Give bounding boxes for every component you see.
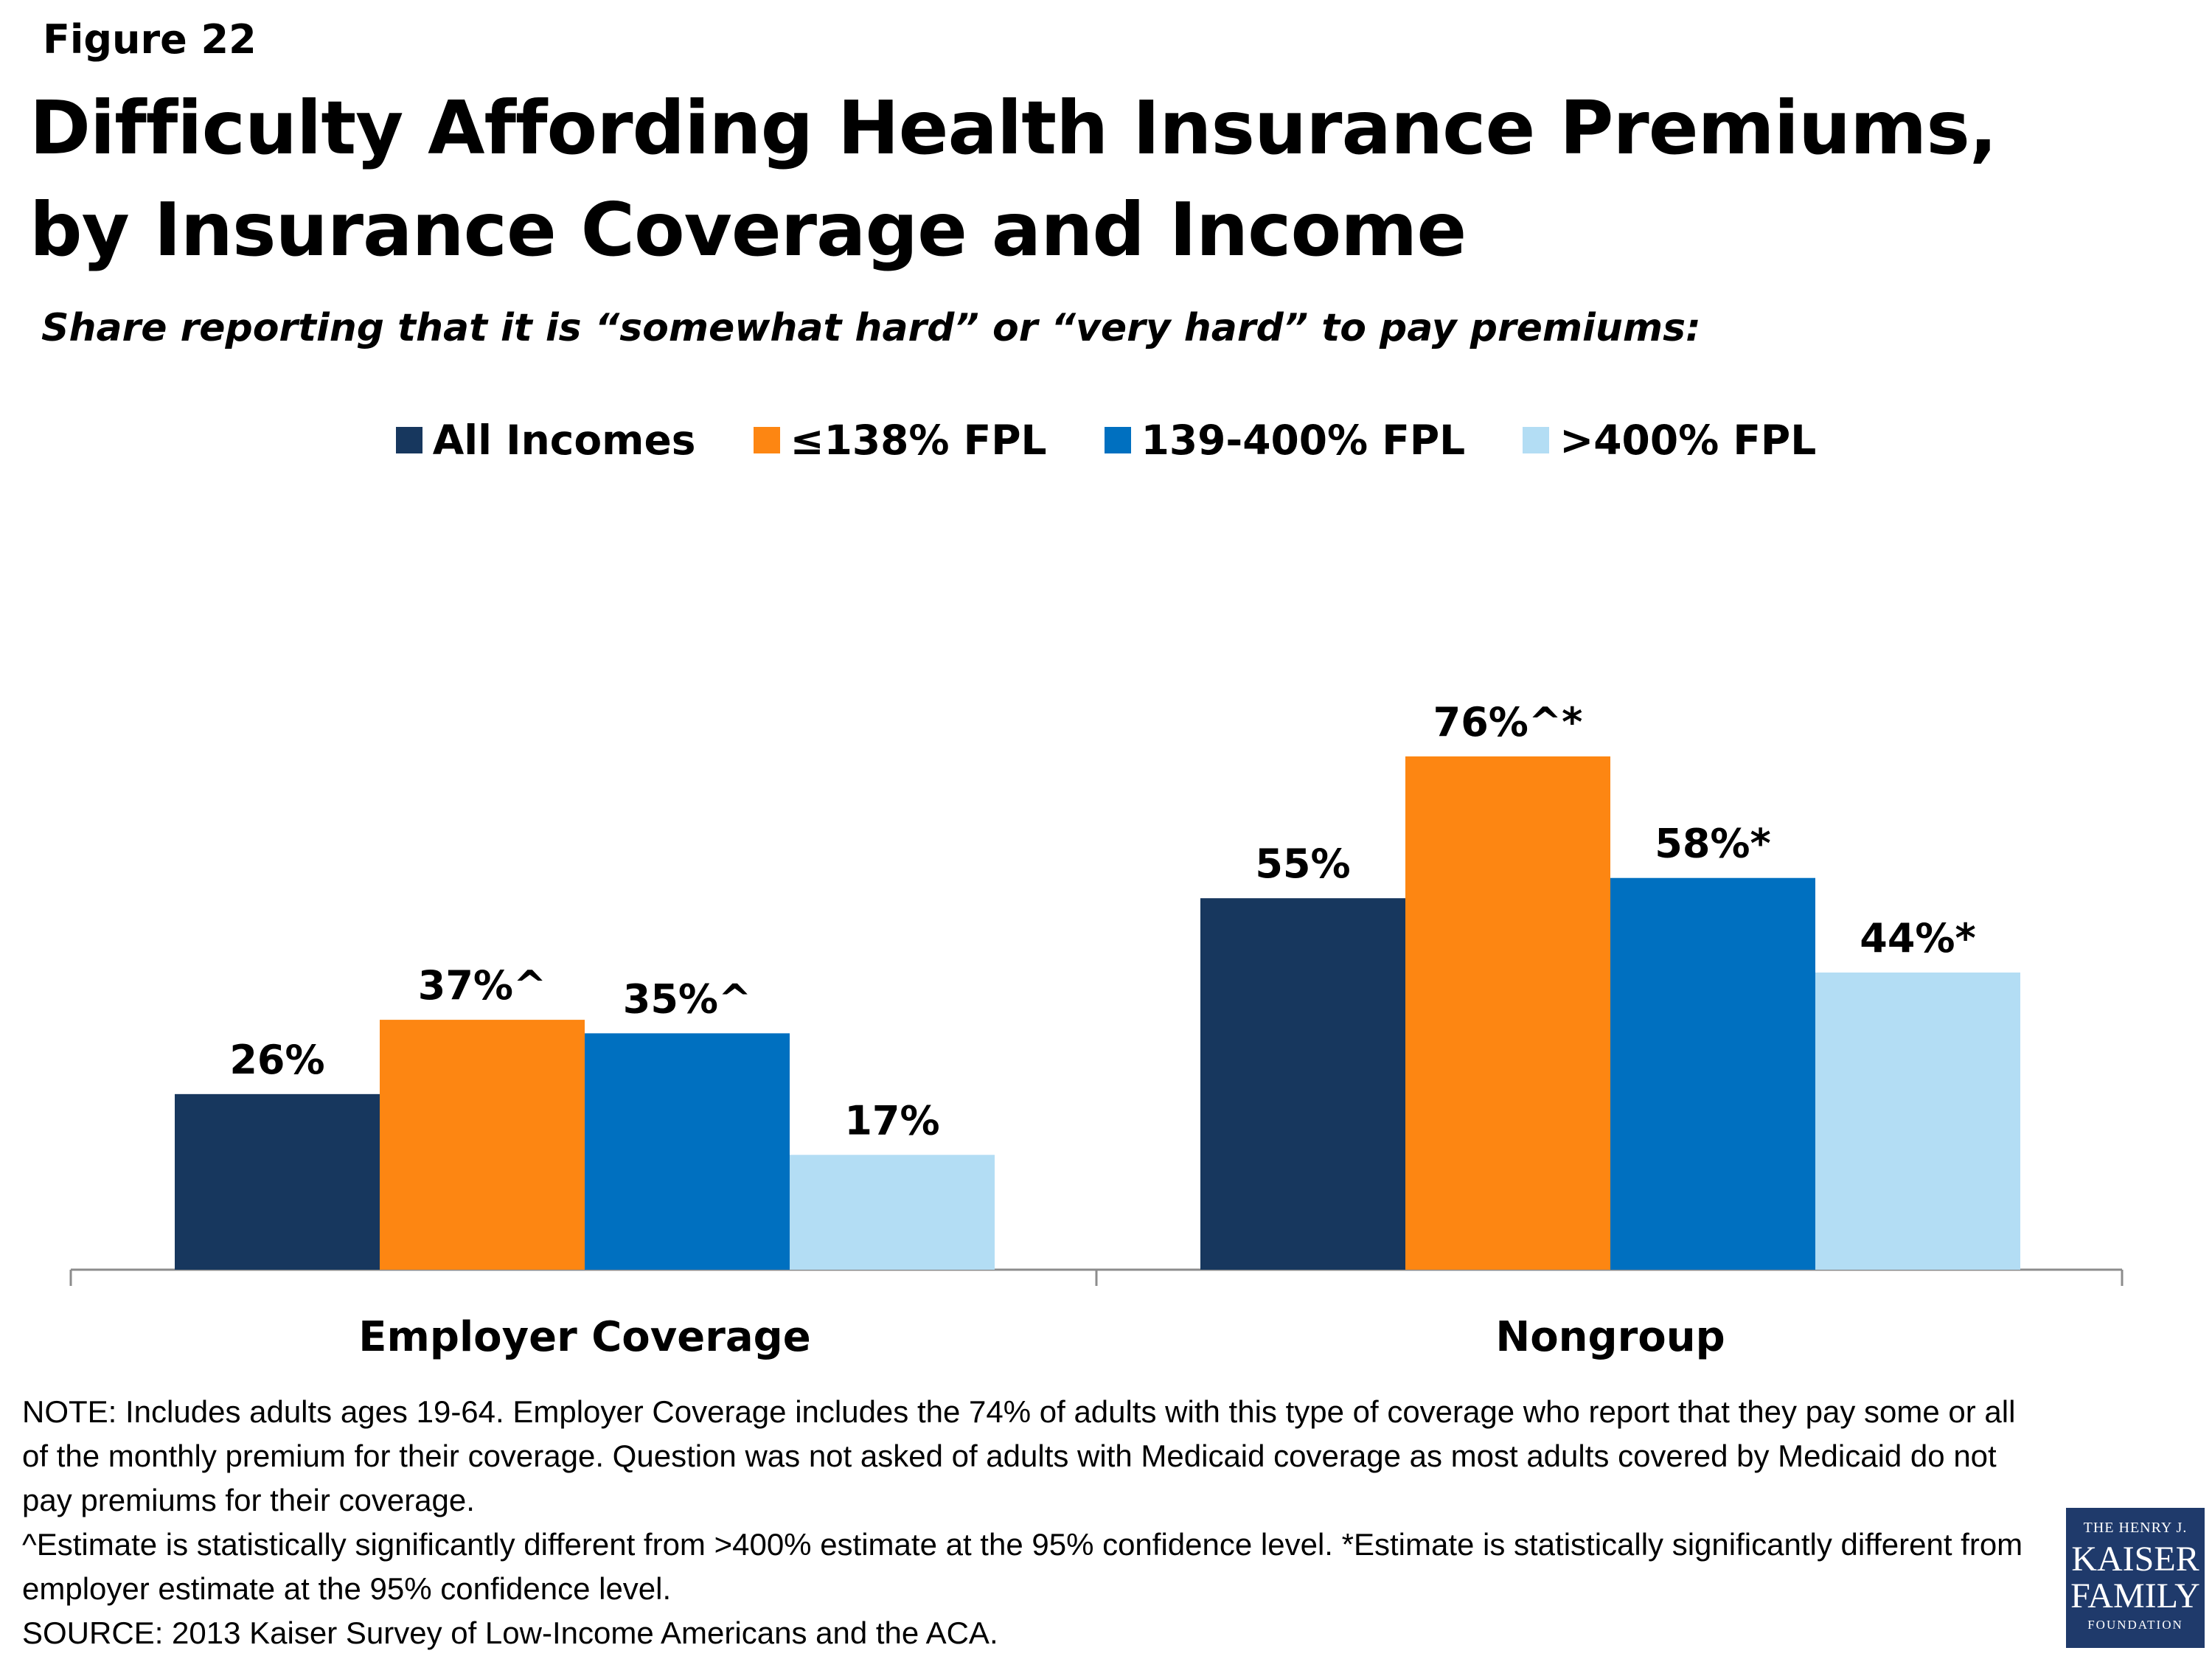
legend-item-400-fpl: >400% FPL: [1523, 417, 1816, 464]
data-label: 76%^*: [1433, 699, 1583, 745]
legend-item-138-fpl: ≤138% FPL: [753, 417, 1047, 464]
logo-line: KAISER: [2071, 1540, 2199, 1579]
bar: [1815, 972, 2020, 1270]
legend-label: 139-400% FPL: [1141, 417, 1466, 464]
data-label: 35%^: [623, 975, 752, 1022]
kaiser-family-foundation-logo: THE HENRY J. KAISER FAMILY FOUNDATION: [2066, 1508, 2205, 1648]
legend-label: ≤138% FPL: [790, 417, 1047, 464]
significance-note: ^Estimate is statistically significantly…: [22, 1527, 2023, 1606]
bar: [380, 1020, 585, 1270]
footnotes: NOTE: Includes adults ages 19-64. Employ…: [22, 1390, 2028, 1655]
legend-label: >400% FPL: [1559, 417, 1817, 464]
legend-label: All Incomes: [432, 417, 696, 464]
logo-line: FOUNDATION: [2087, 1618, 2183, 1632]
legend-swatch: [1523, 427, 1550, 453]
chart-subtitle: Share reporting that it is “somewhat har…: [41, 306, 1701, 350]
legend-swatch: [395, 427, 422, 453]
logo-line: THE HENRY J.: [2083, 1520, 2188, 1536]
legend-swatch: [753, 427, 780, 453]
source-note: SOURCE: 2013 Kaiser Survey of Low-Income…: [22, 1615, 998, 1650]
data-label: 58%*: [1655, 821, 1771, 867]
data-label: 37%^: [418, 962, 547, 1009]
bar: [790, 1155, 995, 1270]
data-label: 26%: [229, 1037, 324, 1083]
legend-item-139-400-fpl: 139-400% FPL: [1104, 417, 1466, 464]
data-label: 55%: [1255, 841, 1350, 887]
chart-title: Difficulty Affording Health Insurance Pr…: [29, 85, 1997, 273]
bar: [175, 1093, 380, 1270]
x-tick-label: Employer Coverage: [358, 1313, 810, 1361]
data-label: 17%: [844, 1097, 939, 1144]
note-text: NOTE: Includes adults ages 19-64. Employ…: [22, 1394, 2016, 1517]
legend-swatch: [1104, 427, 1131, 453]
bar: [1610, 877, 1815, 1270]
data-label: 44%*: [1860, 915, 1976, 961]
legend: All Incomes ≤138% FPL 139-400% FPL >400%…: [0, 417, 2212, 464]
figure-label: Figure 22: [43, 16, 257, 63]
x-tick-label: Nongroup: [1495, 1313, 1725, 1361]
bar: [1405, 756, 1610, 1270]
legend-item-all-incomes: All Incomes: [395, 417, 696, 464]
bar: [585, 1033, 790, 1270]
logo-line: FAMILY: [2070, 1576, 2200, 1615]
bar: [1200, 898, 1405, 1270]
